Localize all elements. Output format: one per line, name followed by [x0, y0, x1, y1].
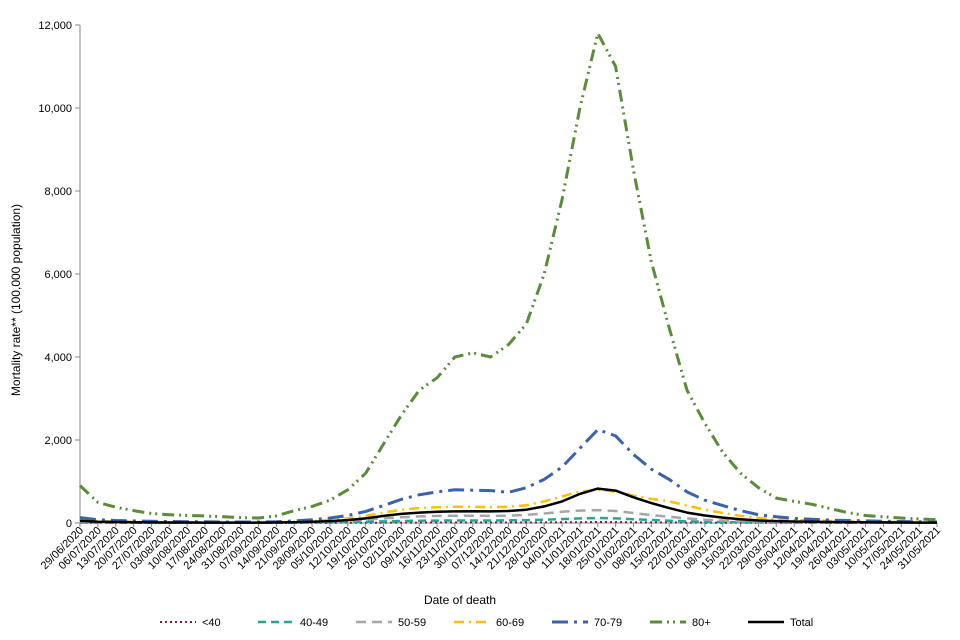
legend-label: 70-79	[594, 617, 622, 629]
y-tick-label: 8,000	[44, 186, 72, 198]
y-tick-label: 4,000	[44, 352, 72, 364]
series-line	[79, 487, 937, 524]
series-line	[79, 428, 938, 524]
series-line	[79, 488, 938, 524]
y-tick-label: 6,000	[44, 269, 72, 281]
legend-label: 40-49	[300, 617, 328, 629]
y-tick-label: 12,000	[38, 20, 72, 32]
legend-label: 50-59	[398, 617, 426, 629]
y-axis-label: Mortality rate** (100,000 population)	[9, 204, 23, 396]
y-tick-label: 2,000	[44, 435, 72, 447]
y-tick-label: 0	[66, 518, 72, 530]
y-tick-label: 10,000	[38, 103, 72, 115]
x-axis-label: Date of death	[424, 593, 496, 607]
series-line	[78, 31, 938, 522]
legend-label: <40	[202, 617, 221, 629]
legend-label: Total	[790, 617, 813, 629]
legend-label: 80+	[692, 617, 711, 629]
legend-label: 60-69	[496, 617, 524, 629]
